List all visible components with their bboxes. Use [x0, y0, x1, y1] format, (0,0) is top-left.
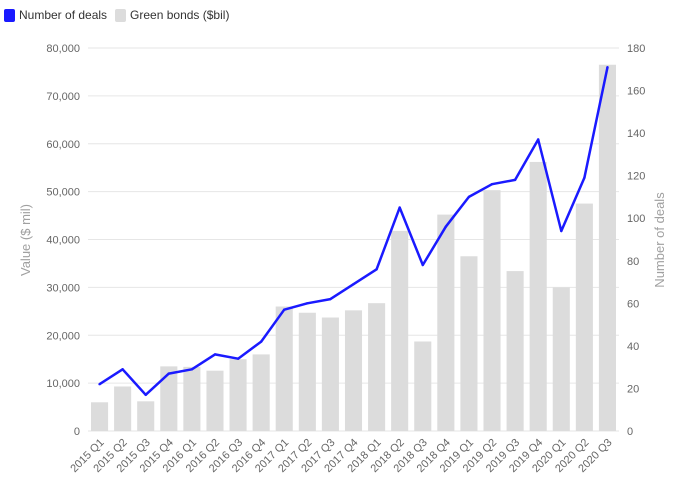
bar-green-bonds[interactable]: [437, 214, 455, 431]
point-number-of-deals[interactable]: [583, 176, 586, 179]
left-axis-tick-label: 30,000: [46, 282, 80, 294]
right-axis-tick-label: 160: [627, 86, 645, 98]
right-axis-tick-label: 100: [627, 213, 645, 225]
point-number-of-deals[interactable]: [560, 229, 563, 233]
bar-green-bonds[interactable]: [460, 256, 478, 431]
legend-label-green-bonds: Green bonds ($bil): [130, 8, 230, 22]
bar-green-bonds[interactable]: [391, 230, 409, 431]
line-series-number-of-deals: [98, 65, 609, 397]
left-axis-title: Value ($ mil): [18, 204, 33, 276]
left-axis-ticks: 0 10,000 20,000 30,000 40,000 50,000 60,000 70,…: [46, 43, 80, 438]
bar-green-bonds[interactable]: [183, 366, 201, 431]
bar-green-bonds[interactable]: [483, 190, 501, 431]
legend-label-number-of-deals: Number of deals: [19, 8, 108, 22]
bar-green-bonds[interactable]: [298, 312, 316, 431]
point-number-of-deals[interactable]: [352, 282, 355, 286]
point-number-of-deals[interactable]: [144, 393, 147, 397]
point-number-of-deals[interactable]: [236, 357, 240, 360]
point-number-of-deals[interactable]: [536, 138, 540, 141]
point-number-of-deals[interactable]: [167, 372, 171, 375]
bar-green-bonds[interactable]: [160, 366, 178, 431]
chart-legend: Number of deals Green bonds ($bil): [4, 6, 237, 24]
left-axis-tick-label: 80,000: [46, 43, 80, 55]
left-axis-tick-label: 60,000: [46, 139, 80, 151]
bar-green-bonds[interactable]: [137, 401, 155, 431]
right-axis-tick-label: 60: [627, 298, 639, 310]
left-axis-tick-label: 70,000: [46, 91, 80, 103]
right-axis-tick-label: 20: [627, 383, 639, 395]
left-axis-tick-label: 40,000: [46, 235, 80, 247]
bar-green-bonds[interactable]: [344, 310, 363, 431]
bar-green-bonds[interactable]: [506, 271, 524, 431]
bar-green-bonds[interactable]: [91, 402, 109, 431]
right-axis-tick-label: 0: [627, 426, 633, 438]
point-number-of-deals[interactable]: [444, 225, 448, 228]
bar-green-bonds[interactable]: [321, 317, 339, 431]
right-axis-title: Number of deals: [652, 192, 667, 288]
bar-green-bonds[interactable]: [229, 359, 247, 431]
bar-green-bonds[interactable]: [114, 386, 132, 431]
point-number-of-deals[interactable]: [490, 182, 494, 186]
bar-series-green-bonds: [91, 64, 616, 431]
bar-green-bonds[interactable]: [552, 287, 570, 431]
point-number-of-deals[interactable]: [398, 206, 401, 209]
point-number-of-deals[interactable]: [421, 263, 424, 267]
legend-item-green-bonds[interactable]: Green bonds ($bil): [115, 8, 229, 22]
point-number-of-deals[interactable]: [283, 308, 286, 311]
left-axis-tick-label: 20,000: [46, 330, 80, 342]
right-axis-ticks: 0 20 40 60 80 100 120 140 160 180: [627, 43, 645, 438]
bar-green-bonds[interactable]: [575, 203, 593, 431]
bar-green-bonds[interactable]: [275, 306, 293, 431]
point-number-of-deals[interactable]: [467, 195, 471, 199]
bar-green-bonds[interactable]: [252, 354, 270, 431]
left-axis-tick-label: 10,000: [46, 378, 80, 390]
point-number-of-deals[interactable]: [306, 302, 309, 305]
bar-green-bonds[interactable]: [368, 303, 386, 431]
legend-item-number-of-deals[interactable]: Number of deals: [4, 8, 107, 22]
point-number-of-deals[interactable]: [98, 382, 101, 386]
bar-green-bonds[interactable]: [206, 370, 224, 431]
right-axis-tick-label: 140: [627, 128, 645, 140]
point-number-of-deals[interactable]: [329, 297, 332, 301]
right-axis-tick-label: 120: [627, 171, 645, 183]
point-number-of-deals[interactable]: [190, 368, 194, 371]
bar-green-bonds[interactable]: [598, 64, 616, 431]
right-axis-tick-label: 180: [627, 43, 645, 55]
left-axis-tick-label: 50,000: [46, 187, 80, 199]
legend-swatch-green-bonds: [115, 8, 127, 22]
point-number-of-deals[interactable]: [513, 178, 517, 182]
left-axis-tick-label: 0: [74, 426, 80, 438]
point-number-of-deals[interactable]: [259, 340, 263, 343]
bar-green-bonds[interactable]: [529, 161, 547, 431]
right-axis-tick-label: 80: [627, 256, 639, 268]
point-number-of-deals[interactable]: [606, 65, 609, 69]
point-number-of-deals[interactable]: [121, 368, 124, 371]
bar-green-bonds[interactable]: [414, 341, 432, 431]
point-number-of-deals[interactable]: [375, 268, 378, 271]
right-axis-tick-label: 40: [627, 341, 639, 353]
point-number-of-deals[interactable]: [213, 353, 217, 356]
legend-swatch-number-of-deals: [4, 8, 15, 22]
